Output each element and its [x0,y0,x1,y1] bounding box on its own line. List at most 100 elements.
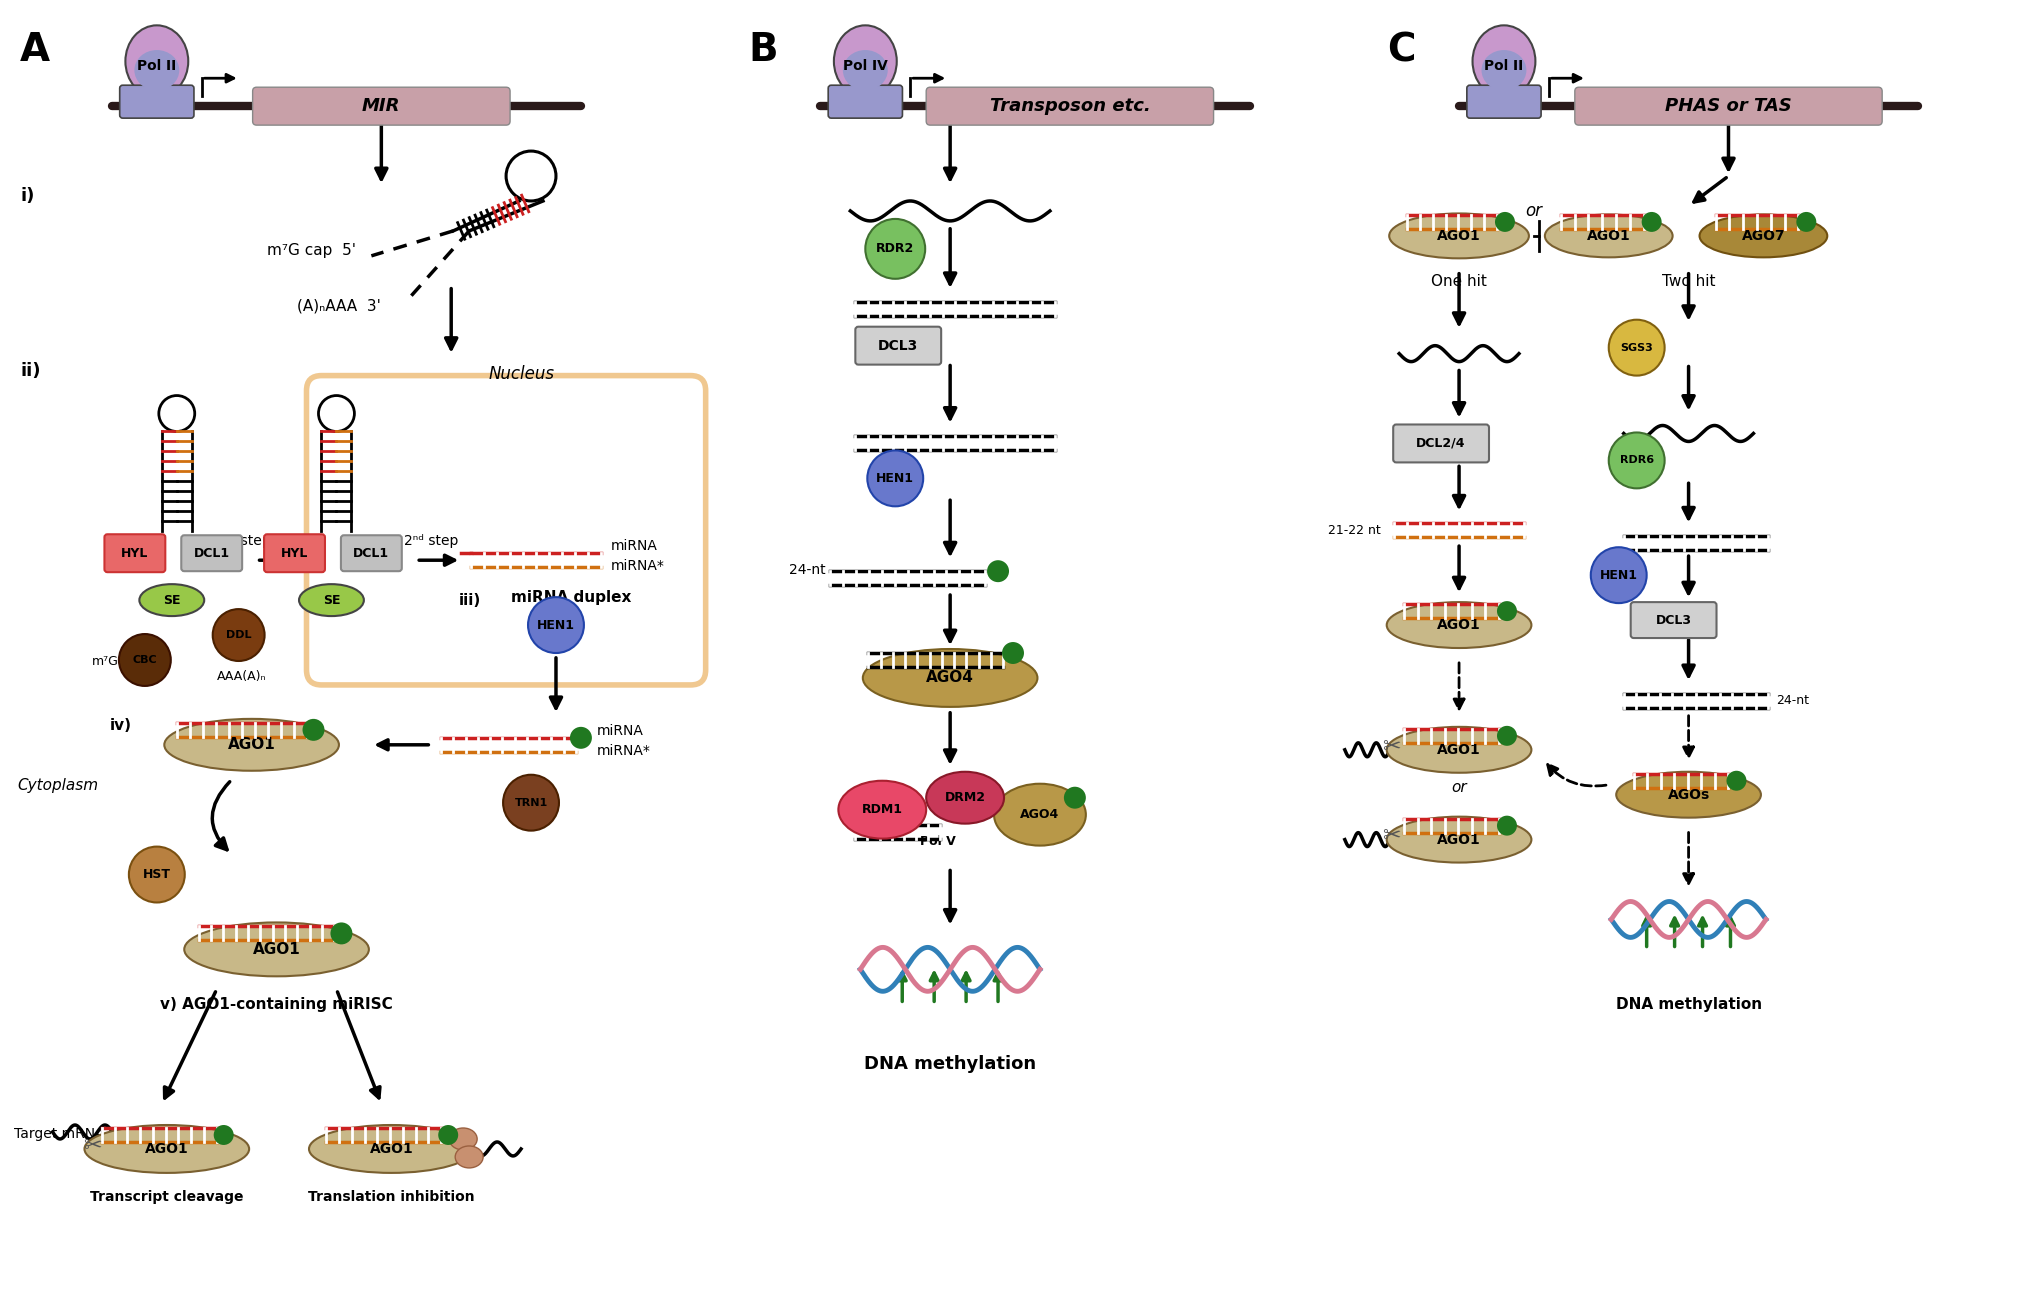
Text: iv): iv) [110,718,132,733]
Ellipse shape [1388,214,1528,258]
Text: m⁷G cap  5': m⁷G cap 5' [266,243,356,258]
FancyBboxPatch shape [181,535,242,571]
Ellipse shape [1471,25,1534,97]
FancyBboxPatch shape [120,85,193,118]
FancyBboxPatch shape [1630,602,1715,638]
Ellipse shape [165,719,339,770]
Ellipse shape [140,584,203,617]
Text: AGO4: AGO4 [927,670,973,685]
Text: or: or [1451,779,1467,795]
Text: AGO1: AGO1 [1437,833,1479,846]
Circle shape [213,1124,234,1145]
Text: miRNA duplex: miRNA duplex [510,590,630,605]
Text: 21-22 nt: 21-22 nt [1327,523,1380,537]
Text: AGO1: AGO1 [1437,228,1479,243]
Ellipse shape [185,922,368,976]
Text: 1ˢᵗ step: 1ˢᵗ step [217,534,270,548]
Circle shape [1494,213,1514,232]
Text: TRN1: TRN1 [514,798,547,808]
Ellipse shape [833,25,896,97]
Text: AGO1: AGO1 [252,942,301,956]
Circle shape [866,219,925,279]
Text: AGO1: AGO1 [370,1141,412,1156]
Circle shape [502,775,559,830]
Text: DCL2/4: DCL2/4 [1416,437,1465,450]
Text: Translation inhibition: Translation inhibition [309,1190,473,1204]
Text: DCL1: DCL1 [354,547,390,560]
Text: 24-nt: 24-nt [1776,694,1808,707]
Circle shape [319,395,354,432]
Text: SE: SE [323,593,339,606]
Text: DDL: DDL [226,630,252,640]
Text: HYL: HYL [280,547,309,560]
Text: MIR: MIR [362,97,400,115]
Text: ✂: ✂ [1382,737,1400,757]
Circle shape [331,922,352,945]
Text: v) AGO1-containing miRISC: v) AGO1-containing miRISC [161,997,392,1013]
Ellipse shape [134,50,179,91]
Text: DCL1: DCL1 [193,547,230,560]
Text: Pol II: Pol II [1483,59,1522,72]
Text: iii): iii) [459,593,482,607]
Circle shape [128,846,185,903]
Text: RDR6: RDR6 [1620,455,1652,466]
Ellipse shape [843,50,888,91]
Text: B: B [748,31,778,70]
FancyBboxPatch shape [855,327,941,365]
Ellipse shape [1386,602,1530,648]
Text: m⁷G: m⁷G [91,655,118,668]
Ellipse shape [837,781,927,838]
Circle shape [868,450,923,506]
Text: AGO1: AGO1 [1437,618,1479,632]
Circle shape [1002,642,1024,664]
FancyBboxPatch shape [104,534,165,572]
Text: HYL: HYL [122,547,148,560]
Text: AGO1: AGO1 [1437,743,1479,757]
Ellipse shape [1386,727,1530,773]
Text: DNA methylation: DNA methylation [1615,997,1762,1013]
Ellipse shape [994,783,1085,846]
Text: SGS3: SGS3 [1620,342,1652,353]
Text: Transcript cleavage: Transcript cleavage [89,1190,244,1204]
Text: HEN1: HEN1 [536,618,575,631]
Circle shape [506,151,555,201]
Text: AGO7: AGO7 [1741,228,1784,243]
Text: Cytoplasm: Cytoplasm [16,778,98,792]
Text: AGO1: AGO1 [144,1141,189,1156]
Ellipse shape [1544,214,1672,257]
Circle shape [1496,816,1516,836]
Circle shape [569,727,591,749]
Circle shape [1725,770,1745,791]
Circle shape [1063,787,1085,808]
Circle shape [158,395,195,432]
Text: miRNA: miRNA [597,724,644,737]
Text: i): i) [20,188,35,205]
Circle shape [1607,433,1664,488]
Circle shape [439,1124,457,1145]
Text: Pol V: Pol V [920,834,955,848]
Text: or: or [1524,202,1542,220]
Text: Nucleus: Nucleus [488,365,555,383]
Circle shape [1607,320,1664,375]
FancyBboxPatch shape [341,535,402,571]
Ellipse shape [85,1124,250,1173]
Text: A: A [20,31,51,70]
FancyBboxPatch shape [264,534,325,572]
Ellipse shape [1699,214,1827,257]
Ellipse shape [309,1124,473,1173]
Text: DCL3: DCL3 [1654,614,1691,627]
Text: PHAS or TAS: PHAS or TAS [1664,97,1790,115]
Text: miRNA*: miRNA* [610,559,664,573]
Text: Pol IV: Pol IV [843,59,888,72]
Text: AGO1: AGO1 [1587,228,1630,243]
Text: AGO1: AGO1 [228,737,276,752]
Text: (A)ₙAAA  3': (A)ₙAAA 3' [297,298,380,314]
Text: Target mRNA: Target mRNA [14,1127,106,1141]
Ellipse shape [1615,771,1760,817]
Circle shape [988,560,1008,583]
Text: RDM1: RDM1 [862,803,902,816]
FancyBboxPatch shape [827,85,902,118]
Text: HST: HST [142,869,171,882]
Text: DNA methylation: DNA methylation [864,1055,1036,1073]
Ellipse shape [1481,50,1526,91]
